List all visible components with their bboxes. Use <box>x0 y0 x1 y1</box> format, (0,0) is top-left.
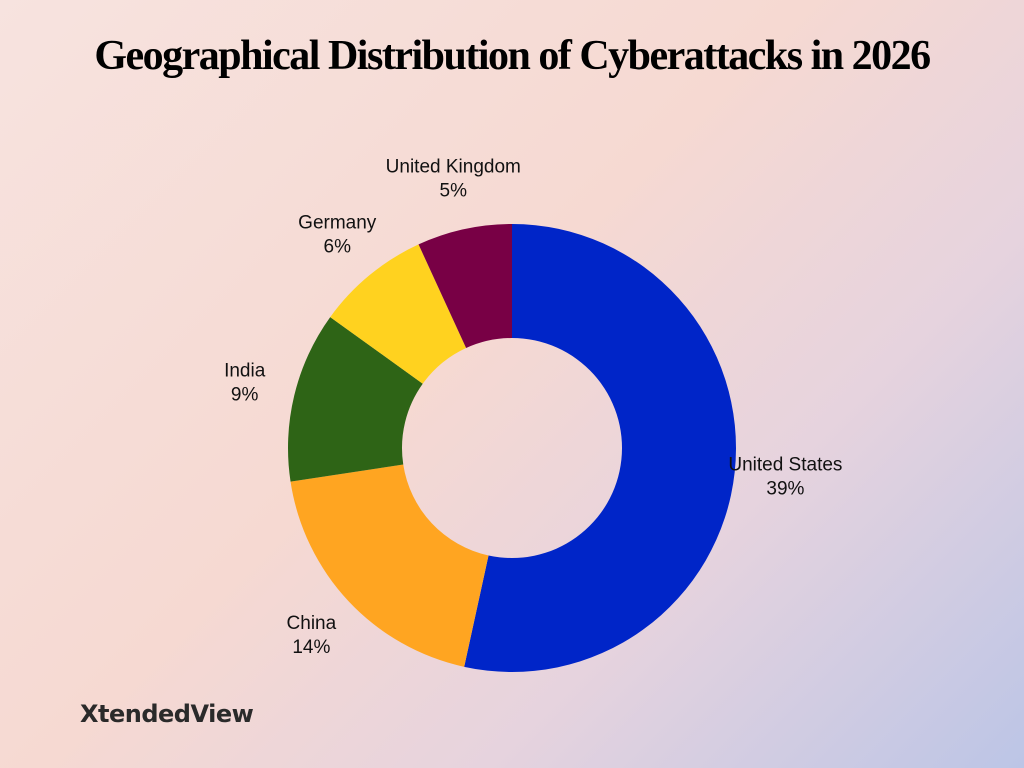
slice-label: United Kingdom <box>386 156 521 177</box>
donut-slice <box>288 317 423 482</box>
slice-label: India <box>224 361 266 382</box>
donut-slice <box>418 224 512 349</box>
logo: XtendedView <box>80 700 254 728</box>
slice-value-label: 39% <box>766 479 804 500</box>
slice-label: China <box>287 613 337 634</box>
slice-label: Germany <box>298 213 377 234</box>
donut-slice <box>464 224 736 672</box>
chart-title: Geographical Distribution of Cyberattack… <box>94 33 931 79</box>
slice-value-label: 6% <box>324 237 352 258</box>
slice-label: United States <box>728 455 842 476</box>
slice-value-label: 5% <box>440 180 468 201</box>
slice-value-label: 9% <box>231 385 259 406</box>
donut-slice <box>330 244 467 384</box>
donut-slice <box>290 464 489 667</box>
slice-value-label: 14% <box>292 637 330 658</box>
